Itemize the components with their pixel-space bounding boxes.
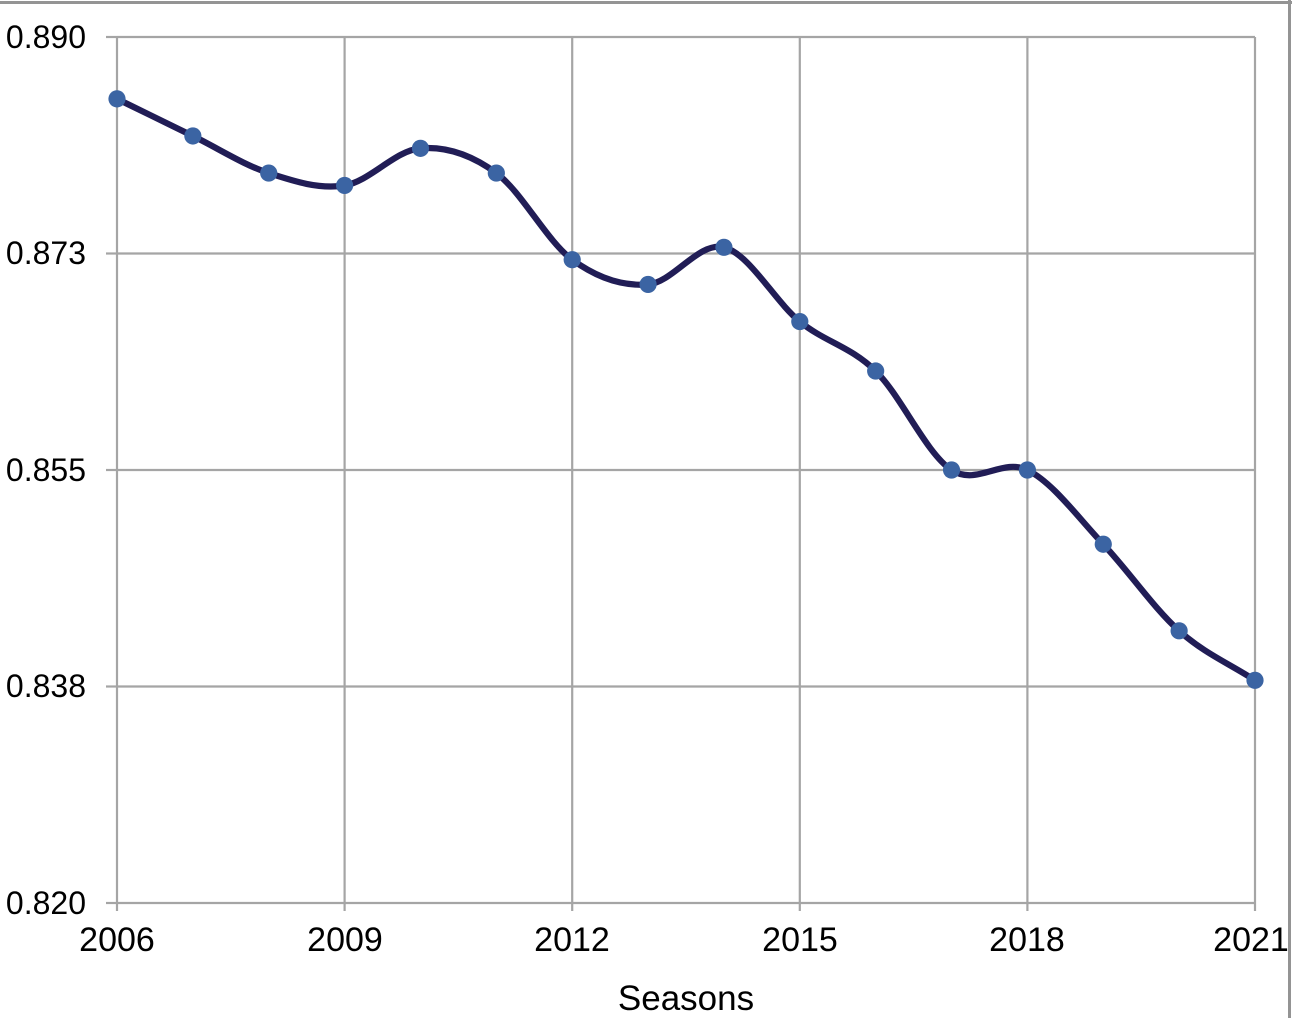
x-axis-tick-label: 2006 bbox=[79, 921, 155, 959]
y-axis-tick-label: 0.838 bbox=[5, 668, 86, 704]
x-axis-tick-label: 2021 bbox=[1213, 921, 1289, 959]
chart-frame-top-border bbox=[0, 1, 1292, 4]
x-axis-tick-label: 2015 bbox=[762, 921, 838, 959]
x-axis-tick-label: 2018 bbox=[989, 921, 1065, 959]
x-axis-tick-label: 2012 bbox=[534, 921, 610, 959]
x-axis-tick-label: 2009 bbox=[307, 921, 383, 959]
y-axis-tick-label: 0.873 bbox=[5, 235, 86, 271]
y-axis-tick-label: 0.890 bbox=[5, 19, 86, 55]
y-axis-tick-label: 0.855 bbox=[5, 452, 86, 488]
y-axis-tick-label: 0.820 bbox=[5, 885, 86, 921]
chart-frame-right-border bbox=[1288, 0, 1291, 1018]
x-axis-title: Seasons bbox=[617, 979, 755, 1018]
